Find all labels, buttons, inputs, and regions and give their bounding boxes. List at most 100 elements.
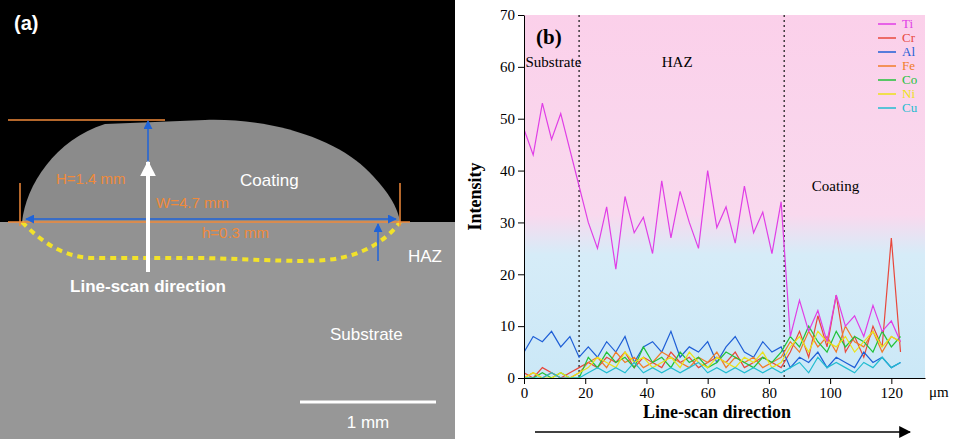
vacuum-background xyxy=(0,0,455,439)
x-unit: μm xyxy=(929,384,949,400)
tick-label: 0 xyxy=(521,385,529,401)
tick-mark xyxy=(518,274,524,275)
tick: 20 xyxy=(578,378,593,401)
tick-mark xyxy=(708,378,709,384)
y-axis: 0 10 20 30 40 50 60 70 xyxy=(500,7,525,386)
tick-mark xyxy=(769,378,770,384)
tick-label: 100 xyxy=(819,385,842,401)
plot-background xyxy=(524,15,925,378)
substrate-region xyxy=(0,222,455,439)
panel-label: (b) xyxy=(536,25,562,49)
chart-panel: 0 20 40 60 80 100 120 0 10 20 30 40 50 60 70 (b) μm Line-… xyxy=(465,7,949,432)
tick-label: 120 xyxy=(881,385,904,401)
series-line xyxy=(524,103,901,342)
tick: 70 xyxy=(500,7,524,23)
dimension-label: W=4.7 mm xyxy=(156,194,229,211)
tick: 40 xyxy=(639,378,654,401)
depth-arrow xyxy=(377,224,379,261)
tick-label: 20 xyxy=(500,267,515,283)
region-label: Substrate xyxy=(330,325,403,344)
haz-boundary xyxy=(22,222,400,261)
haz-region xyxy=(22,222,400,261)
plot-marks xyxy=(524,15,901,378)
tick-label: 70 xyxy=(500,7,515,23)
tick-label: 60 xyxy=(701,385,716,401)
tick-label: 80 xyxy=(762,385,777,401)
region-boundary xyxy=(784,15,785,378)
legend: TiCrAlFeCoNiCu xyxy=(878,16,918,115)
tick-mark xyxy=(524,378,525,384)
tick: 60 xyxy=(701,378,716,401)
axis-line xyxy=(524,16,525,379)
tick-mark xyxy=(518,326,524,327)
tick: 40 xyxy=(500,163,524,179)
scale-bar xyxy=(300,401,436,404)
scan-arrow xyxy=(146,162,150,272)
legend-label: Cr xyxy=(902,30,916,45)
tick: 30 xyxy=(500,215,524,231)
tick-mark xyxy=(518,222,524,223)
tick: 100 xyxy=(819,378,842,401)
series-line xyxy=(524,326,901,378)
legend-label: Ni xyxy=(902,86,915,101)
legend-swatch xyxy=(878,23,896,25)
micrograph-panel: (a)H=1.4 mmW=4.7 mmh=0.3 mmCoatingHAZLin… xyxy=(0,0,455,439)
tick: 20 xyxy=(500,267,524,283)
figure: (a) H=1.4 mm W=4.7 mm h=0.3 mm Coating HAZ Lin… xyxy=(0,0,954,439)
tick-mark xyxy=(518,171,524,172)
tick-mark xyxy=(585,378,586,384)
tick-label: 10 xyxy=(500,318,515,334)
region-annotation: Substrate xyxy=(526,54,582,70)
dimension-line xyxy=(399,183,401,226)
legend-swatch xyxy=(878,65,896,67)
series-line xyxy=(524,357,901,378)
tick-mark xyxy=(891,378,892,384)
legend-swatch xyxy=(878,37,896,39)
tick-mark xyxy=(518,15,524,16)
width-arrow xyxy=(26,218,396,220)
legend-swatch xyxy=(878,51,896,53)
tick-mark xyxy=(646,378,647,384)
legend-swatch xyxy=(878,107,896,109)
tick-mark xyxy=(830,378,831,384)
legend-label: Al xyxy=(902,44,915,59)
dimension-line xyxy=(8,221,410,223)
series-line xyxy=(524,238,901,378)
coating-region xyxy=(22,120,400,222)
tick: 80 xyxy=(762,378,777,401)
region-label: HAZ xyxy=(408,247,442,266)
region-annotation: HAZ xyxy=(662,54,693,70)
legend-swatch xyxy=(878,93,896,95)
axis-line xyxy=(525,378,926,379)
tick-label: 30 xyxy=(500,215,515,231)
tick-label: 0 xyxy=(508,370,516,386)
dimension-line xyxy=(19,183,21,226)
tick-label: 50 xyxy=(500,111,515,127)
tick: 0 xyxy=(521,378,529,401)
legend-label: Ti xyxy=(902,16,913,31)
dimension-line xyxy=(8,119,165,121)
dimension-label: h=0.3 mm xyxy=(202,224,269,241)
tick: 120 xyxy=(881,378,904,401)
scan-direction-arrow xyxy=(535,431,910,433)
tick: 0 xyxy=(508,370,525,386)
legend-label: Fe xyxy=(902,58,915,73)
tick: 60 xyxy=(500,59,524,75)
series-line xyxy=(524,326,901,378)
series-line xyxy=(524,331,901,378)
dimension-label: H=1.4 mm xyxy=(56,170,126,187)
tick-label: 40 xyxy=(639,385,654,401)
region-label: Coating xyxy=(240,171,299,190)
tick-mark xyxy=(518,119,524,120)
tick: 10 xyxy=(500,318,524,334)
tick-label: 60 xyxy=(500,59,515,75)
region-annotation: Coating xyxy=(812,178,860,194)
scale-label: 1 mm xyxy=(347,413,390,432)
tick-mark xyxy=(518,67,524,68)
legend-label: Cu xyxy=(902,100,918,115)
tick-label: 20 xyxy=(578,385,593,401)
tick: 50 xyxy=(500,111,524,127)
x-axis-title: Line-scan direction xyxy=(643,402,791,422)
legend-swatch xyxy=(878,79,896,81)
panel-label: (a) xyxy=(14,12,38,34)
